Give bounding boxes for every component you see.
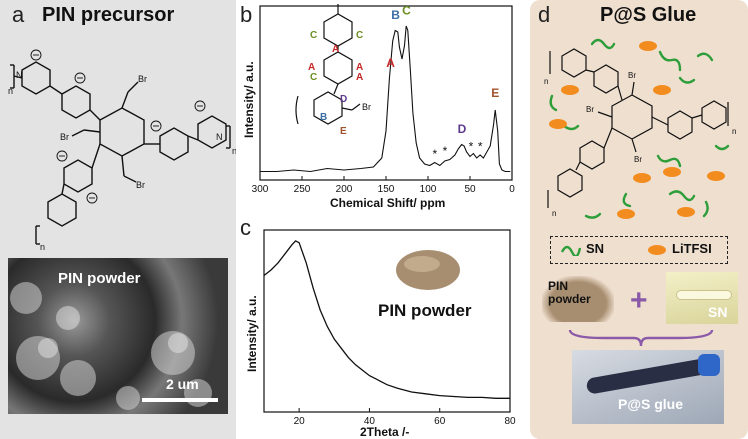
glue-n-label-2: n xyxy=(732,127,736,136)
n-label-3: n xyxy=(40,242,45,252)
struct-letter-a4: A xyxy=(356,72,363,83)
nmr-chart: Intensity/ a.u. Chemical Shift/ ppm 300 2… xyxy=(242,4,515,211)
plus-sign: + xyxy=(630,284,648,317)
glue-n-label-1: n xyxy=(544,77,548,86)
pin-precursor-structure: Br Br Br n n n N N xyxy=(8,49,236,252)
panel-b-letter: b xyxy=(240,2,253,27)
scale-bar-label: 2 um xyxy=(166,376,199,392)
legend-sn-label: SN xyxy=(586,241,605,256)
nmr-structure-inset xyxy=(295,4,361,125)
nmr-series-line xyxy=(260,25,511,173)
nmr-peak-label-e: E xyxy=(491,86,499,100)
xrd-xtick-label: 40 xyxy=(364,416,376,427)
nmr-peak-label-a: A xyxy=(386,56,395,70)
nmr-xtick-label: 150 xyxy=(378,184,395,195)
glue-br-label-1: Br xyxy=(628,71,636,80)
nmr-peak-label-d: D xyxy=(458,122,467,136)
nmr-star-mark: * xyxy=(478,140,483,154)
xrd-xtick-label: 80 xyxy=(504,416,516,427)
glue-br-label-2: Br xyxy=(586,105,594,114)
nmr-xtick-label: 0 xyxy=(509,184,515,195)
legend-box xyxy=(550,236,728,264)
xrd-xlabel: 2Theta /- xyxy=(360,425,409,439)
struct-letter-e: E xyxy=(340,126,347,137)
xrd-photo-label: PIN powder xyxy=(378,301,472,320)
photo-sn-label: SN xyxy=(708,304,728,320)
br-label-1: Br xyxy=(138,74,147,84)
panel-d-letter: d xyxy=(538,2,551,27)
nmr-star-mark: * xyxy=(443,144,448,158)
struct-letter-a2: A xyxy=(308,62,315,73)
sem-label: PIN powder xyxy=(58,270,141,287)
struct-letter-c3: C xyxy=(310,72,317,83)
photo-glue-cap xyxy=(698,354,720,376)
nmr-xtick-label: 250 xyxy=(294,184,311,195)
nmr-xticks: 300 250 200 150 100 50 0 xyxy=(252,176,515,195)
n-label-2: n xyxy=(232,146,236,156)
nmr-xtick-label: 50 xyxy=(464,184,476,195)
xrd-ylabel: Intensity/ a.u. xyxy=(245,295,259,372)
litfsi-molecules xyxy=(549,41,725,219)
struct-letter-c2: C xyxy=(356,30,363,41)
xrd-chart: Intensity/ a.u. 2Theta /- 20 40 60 80 PIN p… xyxy=(245,229,516,439)
nmr-star-mark: * xyxy=(433,147,438,161)
legend-litfsi-label: LiTFSI xyxy=(672,241,712,256)
nmr-ylabel: Intensity/ a.u. xyxy=(242,61,256,138)
nmr-xtick-label: 100 xyxy=(420,184,437,195)
photo-pin-powder-label: PIN powder xyxy=(548,279,591,306)
glue-n-label-3: n xyxy=(552,209,556,218)
nmr-br-label: Br xyxy=(362,102,371,112)
glue-structure: n n n Br Br Br xyxy=(544,38,736,219)
nmr-xlabel: Chemical Shift/ ppm xyxy=(330,196,445,210)
photo-glue-label: P@S glue xyxy=(618,396,683,412)
struct-letter-b: B xyxy=(320,112,327,123)
xrd-xtick-label: 20 xyxy=(294,416,306,427)
n-label-1: n xyxy=(8,86,13,96)
sem-texture xyxy=(10,282,212,410)
xrd-series-line xyxy=(263,240,510,399)
legend-sn-swatch xyxy=(560,245,582,256)
panel-a: a PIN precursor xyxy=(0,0,236,439)
pin-powder-photo-highlight xyxy=(404,256,440,272)
xrd-plot-frame xyxy=(263,229,511,413)
xrd-xtick-label: 60 xyxy=(434,416,446,427)
struct-letter-c1: C xyxy=(310,30,317,41)
brace xyxy=(568,329,714,347)
sn-molecules xyxy=(549,38,730,219)
struct-letter-d: D xyxy=(340,94,347,105)
br-label-2: Br xyxy=(60,132,69,142)
nmr-peak-label-c: C xyxy=(402,4,411,18)
scale-bar xyxy=(142,398,218,402)
nmr-peak-label-b: B xyxy=(391,8,400,22)
nmr-star-mark: * xyxy=(469,140,474,154)
glue-br-label-3: Br xyxy=(634,155,642,164)
struct-letter-a3: A xyxy=(356,62,363,73)
nmr-peak-annotations: A B C D E * * * * xyxy=(386,4,499,162)
photo-pin-powder xyxy=(542,276,614,322)
photo-sn-tube xyxy=(676,290,732,300)
panel-a-letter: a xyxy=(12,2,25,27)
sem-image: PIN powder 2 um xyxy=(8,258,228,414)
struct-letter-a1: A xyxy=(332,44,339,55)
panel-d: d P@S Glue n n n Br Br B xyxy=(530,0,748,439)
nmr-xtick-label: 300 xyxy=(252,184,269,195)
nmr-xtick-label: 200 xyxy=(336,184,353,195)
panel-a-title: PIN precursor xyxy=(42,4,175,26)
br-label-3: Br xyxy=(136,180,145,190)
n-plus-2: N xyxy=(216,132,223,142)
n-plus-1: N xyxy=(16,70,23,80)
legend-litfsi-swatch xyxy=(648,245,666,255)
xrd-xticks: 20 40 60 80 xyxy=(294,408,516,427)
panel-c-letter: c xyxy=(240,215,251,240)
panel-d-title: P@S Glue xyxy=(600,4,697,26)
